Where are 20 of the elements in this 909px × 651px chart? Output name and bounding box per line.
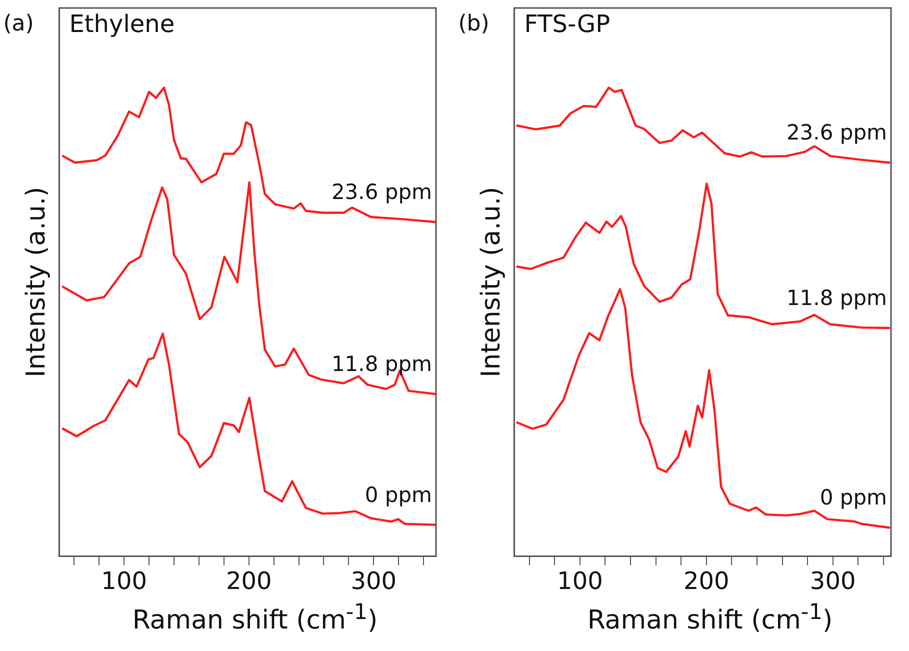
y-axis-title: Intensity (a.u.) (21, 186, 52, 378)
chart-title: FTS-GP (524, 10, 610, 38)
x-tick-label: 200 (226, 566, 272, 595)
x-tick-label: 200 (683, 566, 730, 595)
x-axis-title: Raman shift (cm$^{-1}$) (586, 600, 834, 636)
series-label: 23.6 ppm (786, 120, 887, 145)
series-label: 11.8 ppm (786, 286, 887, 310)
x-tick-label: 100 (101, 566, 147, 595)
x-tick-label: 300 (810, 566, 856, 595)
x-tick-label: 300 (350, 566, 397, 595)
series-label: 11.8 ppm (331, 352, 432, 376)
text: (a) (3, 12, 34, 37)
chart-title: Ethylene (69, 10, 175, 38)
y-axis-title: Intensity (a.u.) (476, 186, 506, 378)
text: (b) (458, 12, 490, 37)
x-axis-title: Raman shift (cm$^{-1}$) (131, 600, 379, 636)
series-label: 0 ppm (820, 486, 887, 510)
series-label: 23.6 ppm (331, 180, 432, 204)
series-label: 0 ppm (364, 482, 432, 507)
x-tick-label: 100 (557, 566, 603, 595)
